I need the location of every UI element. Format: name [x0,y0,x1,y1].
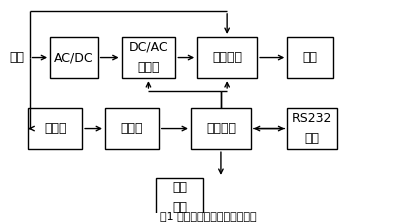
Text: 电池组: 电池组 [121,122,143,135]
Bar [121,37,176,78]
Bar [156,178,203,217]
Bar [105,108,159,149]
Bar [287,108,337,149]
Text: 负载: 负载 [302,51,317,64]
Text: DC/AC: DC/AC [128,41,168,54]
Text: 面板: 面板 [172,181,187,194]
Text: 逆变器: 逆变器 [137,61,160,74]
Text: 控制中心: 控制中心 [206,122,236,135]
Text: 切换开关: 切换开关 [212,51,242,64]
Bar [50,37,98,78]
Text: RS232: RS232 [292,112,332,125]
Text: 充电器: 充电器 [44,122,66,135]
Bar [191,108,251,149]
Bar [287,37,333,78]
Bar [197,37,257,78]
Text: 圖1 在線式不間斷電源主電路圖: 圖1 在線式不間斷電源主電路圖 [160,211,257,221]
Text: 通讯: 通讯 [304,132,319,145]
Text: AC/DC: AC/DC [54,51,94,64]
Text: 显示: 显示 [172,201,187,214]
Text: 市电: 市电 [10,51,25,64]
Bar [28,108,82,149]
